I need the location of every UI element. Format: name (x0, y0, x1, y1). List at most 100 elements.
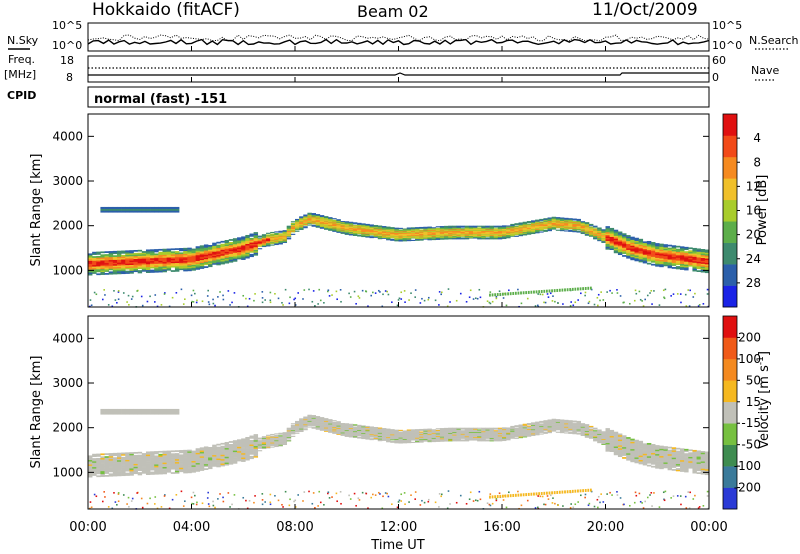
power-cell (311, 214, 316, 216)
power-cell (489, 230, 495, 232)
power-cell (232, 239, 238, 242)
power-cell (626, 236, 631, 239)
velocity-cell (286, 434, 292, 436)
velocity-cell (274, 444, 279, 446)
power-cell (530, 227, 536, 229)
power-cell (495, 295, 498, 298)
velocity-cell (290, 427, 296, 429)
power-cell (303, 220, 308, 222)
power-cell (572, 219, 577, 221)
velocity-cell (377, 491, 380, 494)
velocity-cell (228, 446, 234, 449)
velocity-cell (605, 439, 610, 442)
power-cell (551, 219, 557, 221)
power-cell (452, 229, 457, 232)
power-cell (88, 273, 93, 276)
velocity-cell (568, 421, 573, 423)
power-cell (546, 293, 549, 295)
power-cell (224, 239, 230, 242)
velocity-cell (464, 438, 470, 440)
velocity-cell (489, 439, 495, 441)
velocity-cell (344, 434, 350, 436)
velocity-cell (315, 421, 321, 424)
velocity-cell (489, 504, 492, 507)
power-cell (270, 242, 275, 244)
velocity-cell (191, 469, 196, 472)
power-cell (108, 251, 114, 253)
velocity-cell (522, 424, 528, 426)
velocity-cell (510, 427, 515, 429)
power-cell (456, 227, 461, 229)
power-cell (568, 222, 573, 224)
velocity-cell (112, 463, 118, 465)
velocity-cell (183, 462, 188, 465)
velocity-cell (384, 492, 387, 494)
power-cell (423, 238, 428, 240)
velocity-cell (460, 434, 466, 436)
velocity-cell (312, 492, 315, 494)
velocity-cell (222, 496, 224, 499)
power-cell (269, 291, 272, 294)
power-cell (340, 230, 345, 232)
power-cell (352, 230, 358, 232)
power-cell (257, 238, 263, 241)
velocity-cell (112, 457, 118, 459)
power-cell (336, 220, 341, 222)
power-cell (547, 228, 552, 230)
velocity-cell (489, 432, 495, 434)
velocity-cell (249, 442, 254, 445)
velocity-cell (423, 437, 428, 439)
velocity-cell (593, 437, 598, 439)
velocity-cell (357, 432, 362, 434)
power-cell (477, 235, 482, 237)
velocity-cell (410, 434, 416, 436)
velocity-cell (605, 432, 610, 435)
velocity-cell (613, 440, 619, 443)
power-cell (692, 253, 697, 256)
velocity-cell (394, 434, 399, 436)
power-cell (597, 239, 602, 241)
power-cell (336, 229, 341, 231)
power-cell (377, 237, 383, 239)
power-cell (228, 244, 234, 247)
power-cell (187, 252, 192, 254)
power-cell (642, 244, 648, 246)
power-cell (638, 247, 644, 250)
velocity-cell (601, 434, 606, 436)
power-cell (377, 225, 383, 227)
power-cell (290, 223, 296, 225)
plot-title: Hokkaido (fitACF) (92, 0, 240, 20)
power-cell (427, 233, 432, 235)
power-cell (373, 233, 379, 235)
velocity-cell (609, 432, 615, 435)
power-cell (241, 243, 246, 246)
power-cell (274, 234, 279, 236)
velocity-cell (547, 424, 552, 426)
velocity-cell (303, 417, 308, 419)
velocity-cell (195, 459, 201, 462)
power-cell (154, 265, 159, 267)
velocity-cell (423, 435, 428, 437)
velocity-cell (261, 493, 264, 495)
velocity-cell (559, 427, 565, 429)
velocity-cell (617, 433, 623, 436)
velocity-cell (539, 421, 544, 423)
power-cell (241, 245, 246, 247)
power-cell (415, 237, 420, 239)
power-cell (381, 229, 387, 231)
power-cell (680, 253, 685, 256)
power-cell (473, 229, 478, 232)
velocity-cell (435, 434, 441, 436)
velocity-cell (187, 467, 192, 469)
power-cell (655, 251, 660, 254)
power-cell (137, 255, 143, 258)
velocity-cell (506, 429, 511, 432)
velocity-cell (406, 442, 412, 444)
velocity-cell (485, 430, 490, 432)
velocity-cell (626, 445, 631, 448)
power-cell (125, 267, 130, 270)
power-cell (514, 235, 519, 237)
velocity-cell (137, 472, 143, 474)
power-cell (303, 217, 308, 219)
power-cell (199, 262, 205, 265)
